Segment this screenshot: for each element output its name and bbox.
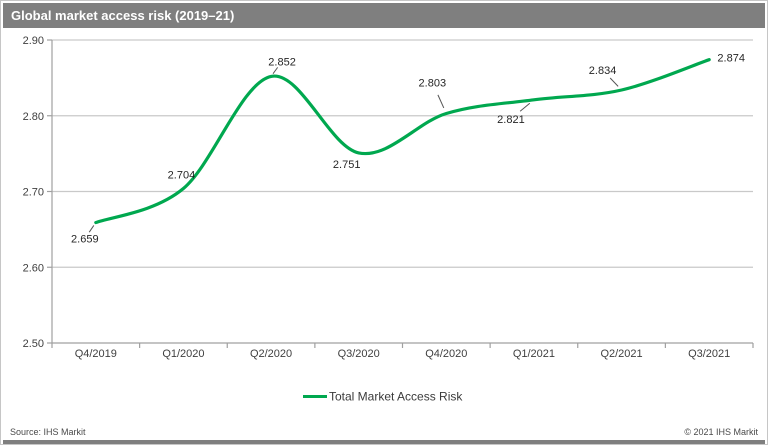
- data-label: 2.821: [497, 114, 525, 126]
- source-text: Source: IHS Markit: [10, 427, 86, 437]
- y-axis-tick-label: 2.90: [23, 35, 44, 47]
- x-axis-tick-label: Q2/2021: [600, 348, 642, 360]
- chart-title-bar: Global market access risk (2019–21): [3, 3, 765, 28]
- chart-title: Global market access risk (2019–21): [11, 8, 235, 23]
- data-label: 2.803: [419, 77, 447, 89]
- data-label: 2.704: [168, 169, 196, 181]
- legend-label: Total Market Access Risk: [329, 390, 463, 404]
- data-label: 2.659: [71, 234, 99, 246]
- leader-line: [609, 77, 619, 87]
- data-labels: 2.659 2.704 2.852 2.751 2.803 2.821 2.834 2.874: [71, 53, 745, 246]
- chart-footer: Source: IHS Markit © 2021 IHS Markit: [3, 418, 765, 440]
- x-axis: Q4/2019 Q1/2020 Q2/2020 Q3/2020 Q4/2020 Q1/20…: [51, 343, 754, 360]
- bottom-bar: [3, 440, 765, 444]
- y-axis-tick-label: 2.60: [23, 262, 44, 274]
- chart-svg: 2.50 2.60 2.70 2.80 2.90 Q4/2019 Q1/2020 Q2/202…: [23, 35, 754, 404]
- leader-line: [437, 94, 445, 109]
- leader-line: [88, 225, 95, 233]
- x-axis-tick-label: Q2/2020: [250, 348, 292, 360]
- x-axis-tick-label: Q1/2020: [162, 348, 204, 360]
- gridlines: 2.50 2.60 2.70 2.80 2.90: [23, 35, 753, 350]
- data-label: 2.751: [333, 159, 361, 171]
- x-axis-tick-label: Q3/2020: [338, 348, 380, 360]
- leader-line: [272, 67, 279, 74]
- y-axis-tick-label: 2.50: [23, 338, 44, 350]
- y-axis-tick-label: 2.70: [23, 187, 44, 199]
- series-line: [94, 58, 711, 225]
- copyright-text: © 2021 IHS Markit: [684, 427, 758, 437]
- data-label-leaders: [88, 67, 619, 233]
- data-label: 2.834: [589, 65, 617, 77]
- x-axis-tick-label: Q4/2020: [425, 348, 467, 360]
- x-axis-tick-label: Q3/2021: [688, 348, 730, 360]
- x-axis-tick-label: Q1/2021: [513, 348, 555, 360]
- leader-line: [519, 102, 531, 112]
- y-axis-tick-label: 2.80: [23, 111, 44, 123]
- data-label: 2.852: [268, 56, 296, 68]
- data-label: 2.874: [717, 53, 745, 65]
- x-axis-tick-label: Q4/2019: [75, 348, 117, 360]
- legend: Total Market Access Risk: [303, 390, 463, 404]
